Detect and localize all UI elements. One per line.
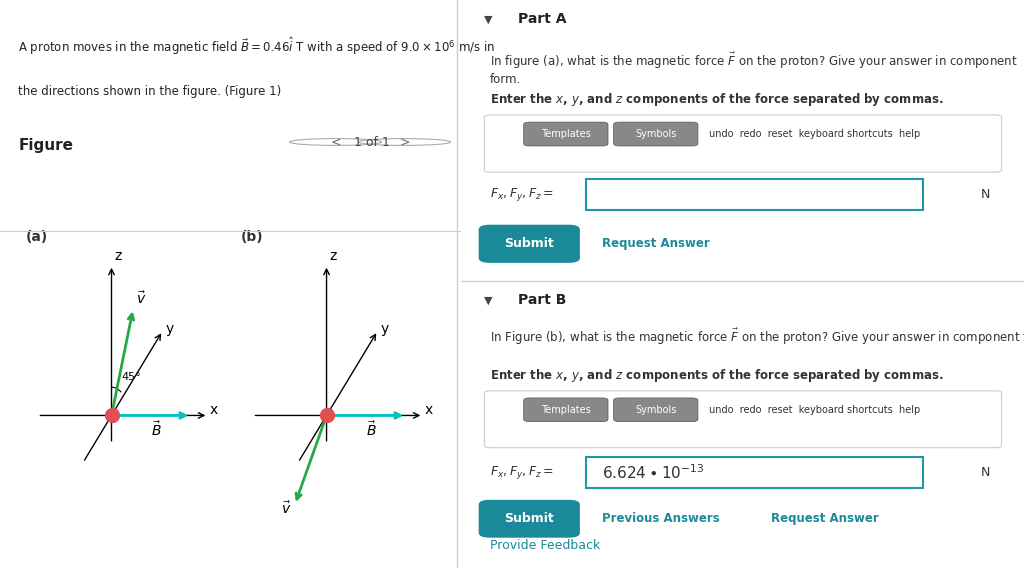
Text: y: y bbox=[166, 321, 174, 336]
Text: undo  redo  reset  keyboard shortcuts  help: undo redo reset keyboard shortcuts help bbox=[710, 129, 921, 139]
Text: N: N bbox=[981, 466, 990, 479]
Text: z: z bbox=[330, 249, 337, 263]
Text: undo  redo  reset  keyboard shortcuts  help: undo redo reset keyboard shortcuts help bbox=[710, 405, 921, 415]
Text: $6.624 \bullet 10^{-13}$: $6.624 \bullet 10^{-13}$ bbox=[602, 463, 705, 482]
Text: In figure (a), what is the magnetic force $\vec{F}$ on the proton? Give your ans: In figure (a), what is the magnetic forc… bbox=[489, 51, 1018, 86]
Text: N: N bbox=[981, 189, 990, 202]
Text: Templates: Templates bbox=[541, 129, 591, 139]
Text: $\vec{B}$: $\vec{B}$ bbox=[367, 420, 377, 439]
FancyBboxPatch shape bbox=[613, 398, 698, 421]
Text: ▼: ▼ bbox=[484, 295, 493, 306]
Text: Part A: Part A bbox=[518, 12, 566, 26]
Text: Submit: Submit bbox=[505, 512, 554, 525]
Text: >: > bbox=[399, 136, 410, 148]
Text: (b): (b) bbox=[242, 230, 264, 244]
Text: Submit: Submit bbox=[505, 237, 554, 250]
Text: Templates: Templates bbox=[541, 405, 591, 415]
FancyBboxPatch shape bbox=[523, 122, 608, 146]
FancyBboxPatch shape bbox=[484, 115, 1001, 172]
Text: $F_x, F_y, F_z =$: $F_x, F_y, F_z =$ bbox=[489, 464, 554, 481]
Text: Provide Feedback: Provide Feedback bbox=[489, 539, 600, 552]
FancyBboxPatch shape bbox=[478, 500, 580, 538]
Text: Request Answer: Request Answer bbox=[771, 512, 879, 525]
Text: y: y bbox=[381, 321, 389, 336]
Text: (a): (a) bbox=[27, 230, 48, 244]
Text: Previous Answers: Previous Answers bbox=[602, 512, 720, 525]
Text: Symbols: Symbols bbox=[635, 405, 677, 415]
Text: In Figure (b), what is the magnetic force $\vec{F}$ on the proton? Give your ans: In Figure (b), what is the magnetic forc… bbox=[489, 327, 1024, 347]
Text: Request Answer: Request Answer bbox=[602, 237, 710, 250]
Text: Enter the $x$, $y$, and $z$ components of the force separated by commas.: Enter the $x$, $y$, and $z$ components o… bbox=[489, 367, 943, 384]
Text: Symbols: Symbols bbox=[635, 129, 677, 139]
Text: Figure: Figure bbox=[18, 138, 74, 153]
Text: <: < bbox=[331, 136, 341, 148]
Text: the directions shown in the figure. (Figure 1): the directions shown in the figure. (Fig… bbox=[18, 85, 282, 98]
FancyBboxPatch shape bbox=[586, 457, 923, 488]
Text: $\vec{B}$: $\vec{B}$ bbox=[152, 420, 162, 439]
FancyBboxPatch shape bbox=[586, 179, 923, 210]
Text: Part B: Part B bbox=[518, 294, 566, 307]
Text: z: z bbox=[115, 249, 122, 263]
Text: $\vec{v}$: $\vec{v}$ bbox=[281, 500, 291, 517]
Text: x: x bbox=[424, 403, 433, 416]
FancyBboxPatch shape bbox=[523, 398, 608, 421]
Text: A proton moves in the magnetic field $\vec{B} = 0.46\hat{i}$ T with a speed of $: A proton moves in the magnetic field $\v… bbox=[18, 35, 496, 57]
FancyBboxPatch shape bbox=[484, 391, 1001, 448]
Text: ▼: ▼ bbox=[484, 14, 493, 24]
Text: 1 of 1: 1 of 1 bbox=[354, 136, 390, 148]
Text: Enter the $x$, $y$, and $z$ components of the force separated by commas.: Enter the $x$, $y$, and $z$ components o… bbox=[489, 91, 943, 108]
Text: $F_x, F_y, F_z =$: $F_x, F_y, F_z =$ bbox=[489, 186, 554, 203]
Text: 45°: 45° bbox=[122, 371, 141, 382]
FancyBboxPatch shape bbox=[613, 122, 698, 146]
FancyBboxPatch shape bbox=[478, 225, 580, 263]
Text: $\vec{v}$: $\vec{v}$ bbox=[136, 290, 146, 307]
Text: x: x bbox=[209, 403, 218, 416]
